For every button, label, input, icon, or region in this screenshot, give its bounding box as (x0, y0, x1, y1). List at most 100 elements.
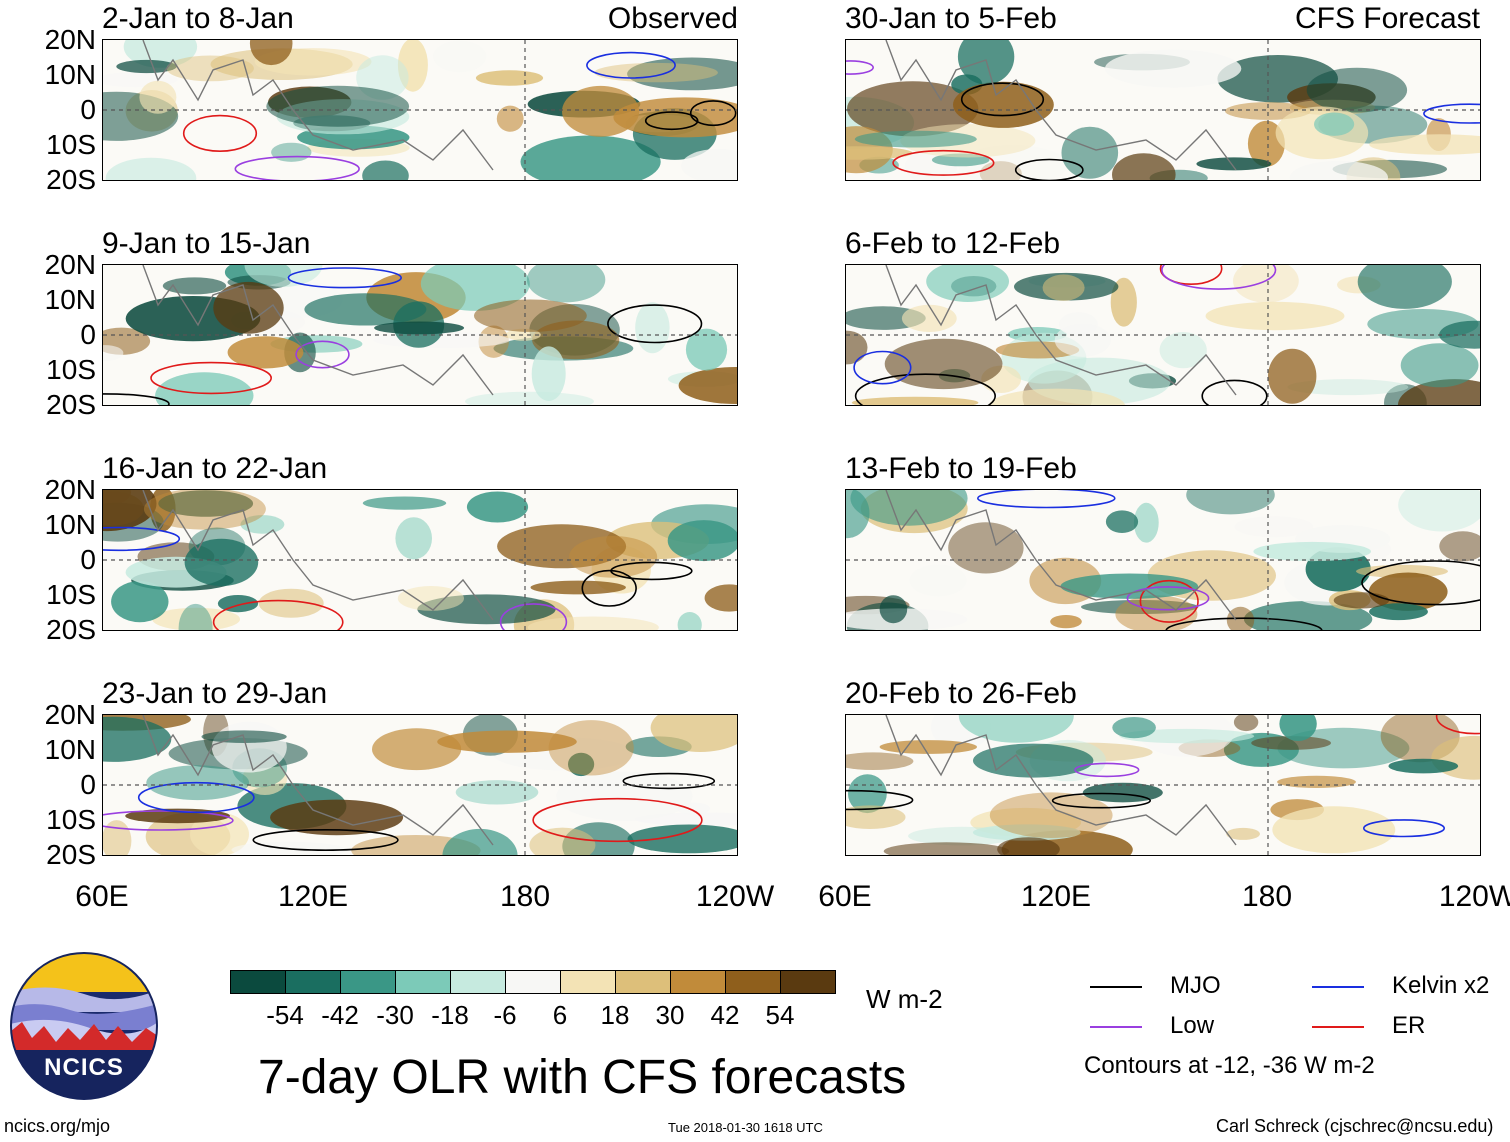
olr-anomaly-blob (531, 346, 566, 401)
wave-contour (960, 82, 1045, 117)
olr-anomaly-blob (103, 345, 124, 361)
olr-anomaly-blob (1253, 541, 1371, 562)
olr-anomaly-blob (466, 491, 529, 523)
coastline (885, 40, 1237, 171)
olr-anomaly-blob (1061, 126, 1119, 179)
colorbar-label: 6 (552, 1000, 568, 1030)
olr-anomaly-blob (420, 265, 530, 311)
olr-anomaly-blob (1397, 379, 1480, 405)
olr-anomaly-blob (465, 391, 594, 405)
lat-label: 20N (44, 249, 96, 280)
olr-anomaly-blob (989, 792, 1113, 838)
olr-anomaly-blob (184, 538, 259, 586)
wave-contour (182, 114, 258, 153)
olr-anomaly-blob (139, 80, 177, 114)
lat-label: 0 (80, 319, 96, 350)
legend-label-low: Low (1170, 1012, 1215, 1039)
wave-contour (853, 350, 912, 385)
colorbar-swatch (505, 970, 561, 994)
coastline (142, 40, 494, 171)
panel-title: 20-Feb to 26-Feb (845, 677, 1077, 710)
coastline (885, 490, 1237, 621)
lat-label: 20S (46, 614, 96, 645)
olr-anomaly-blob (1400, 343, 1479, 388)
olr-anomaly-blob (676, 802, 710, 815)
colorbar-swatch (450, 970, 506, 994)
legend-label-mjo: MJO (1170, 972, 1221, 999)
olr-anomaly-blob (527, 616, 659, 630)
olr-anomaly-blob (362, 160, 409, 180)
olr-anomaly-blob (569, 536, 658, 578)
wave-contour (532, 797, 703, 843)
olr-anomaly-blob (1205, 301, 1345, 331)
olr-anomaly-blob (613, 97, 737, 138)
wave-contour (581, 569, 637, 607)
olr-anomaly-blob (270, 799, 404, 836)
olr-map-panel (102, 489, 738, 631)
colorbar-label: 54 (765, 1000, 795, 1030)
lat-label: 10N (44, 734, 96, 765)
lat-label: 10N (44, 509, 96, 540)
colorbar-swatch (560, 970, 616, 994)
wave-contour (234, 155, 360, 180)
ncics-logo: NCICS (10, 952, 158, 1100)
wave-contour (607, 304, 703, 344)
olr-anomaly-blob (1110, 277, 1137, 327)
lat-label: 20N (44, 699, 96, 730)
olr-anomaly-blob (1233, 265, 1299, 303)
olr-anomaly-blob (997, 837, 1060, 855)
olr-anomaly-blob (190, 812, 249, 855)
olr-field (846, 265, 1480, 405)
olr-anomaly-blob (178, 603, 213, 630)
wave-contour (1161, 265, 1277, 290)
olr-anomaly-blob (526, 265, 606, 303)
olr-anomaly-blob (926, 265, 1009, 302)
olr-anomaly-blob (1112, 717, 1156, 739)
wave-contour (1201, 379, 1268, 405)
olr-map-panel (845, 489, 1481, 631)
lon-label: 60E (818, 880, 872, 913)
colorbar-label: 42 (710, 1000, 740, 1030)
olr-anomaly-blob (395, 517, 433, 560)
olr-anomaly-blob (948, 522, 1024, 574)
olr-anomaly-blob (496, 105, 524, 132)
lat-label: 10S (46, 129, 96, 160)
colorbar-swatch (285, 970, 341, 994)
olr-anomaly-blob (213, 281, 284, 334)
olr-anomaly-blob (681, 148, 737, 180)
olr-anomaly-blob (1112, 153, 1176, 180)
olr-anomaly-blob (879, 595, 908, 624)
olr-anomaly-blob (972, 824, 1081, 841)
lon-label: 120W (695, 880, 775, 913)
olr-map-panel (102, 264, 738, 406)
lon-label: 60E (75, 880, 129, 913)
olr-anomaly-blob (1054, 323, 1111, 357)
olr-anomaly-blob (635, 302, 670, 354)
wave-contour (854, 373, 996, 405)
olr-anomaly-blob (1186, 490, 1275, 515)
olr-anomaly-blob (1226, 827, 1260, 840)
olr-anomaly-blob (958, 715, 1074, 743)
colorbar-swatch (780, 970, 836, 994)
lat-label: 0 (80, 544, 96, 575)
wave-contour (1051, 792, 1151, 809)
olr-anomaly-blob (475, 70, 544, 86)
olr-anomaly-blob (854, 130, 977, 148)
olr-anomaly-blob (162, 277, 227, 295)
ncics-logo-icon (10, 952, 158, 1100)
olr-anomaly-blob (116, 59, 177, 74)
olr-field (846, 490, 1480, 630)
colorbar-label: -42 (321, 1000, 359, 1030)
footer-url[interactable]: ncics.org/mjo (4, 1116, 111, 1136)
olr-anomaly-blob (455, 780, 539, 805)
olr-field (103, 265, 737, 405)
olr-anomaly-blob (266, 85, 410, 127)
lon-label: 120E (277, 880, 349, 913)
olr-anomaly-blob (1268, 348, 1317, 404)
olr-map-panel (102, 39, 738, 181)
legend-line-er (1312, 1026, 1364, 1028)
panel-title: 16-Jan to 22-Jan (102, 452, 328, 485)
colorbar-swatch (230, 970, 286, 994)
wave-contour (610, 561, 693, 581)
wave-contour (689, 100, 737, 127)
